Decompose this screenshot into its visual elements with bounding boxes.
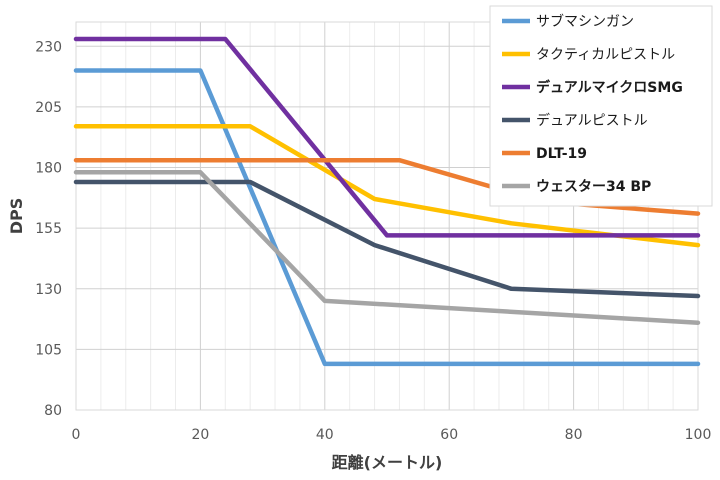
y-tick-label: 130 — [35, 282, 62, 298]
y-tick-label: 205 — [35, 100, 62, 116]
legend-label: タクティカルピストル — [536, 47, 675, 63]
legend-label: サブマシンガン — [536, 13, 634, 30]
y-tick-label: 155 — [35, 221, 62, 237]
series-line-5 — [73, 157, 701, 216]
series-line-4 — [73, 179, 701, 299]
y-tick-label: 105 — [35, 342, 62, 358]
legend-label: デュアルピストル — [536, 112, 648, 129]
y-tick-label: 230 — [35, 39, 62, 55]
series-line-3 — [73, 36, 701, 238]
x-tick-label: 40 — [316, 427, 334, 443]
series-line-6 — [73, 170, 701, 325]
legend-box — [489, 5, 713, 207]
x-axis-label: 距離(メートル) — [332, 453, 443, 472]
x-tick-label: 100 — [685, 427, 712, 443]
x-tick-label: 80 — [565, 427, 583, 443]
minor-gridlines — [100, 22, 674, 410]
series-line-2 — [73, 124, 701, 248]
x-tick-label: 0 — [72, 427, 81, 443]
legend-label: ウェスター34 BP — [536, 179, 651, 195]
y-axis-label: DPS — [7, 198, 26, 235]
legend-label: DLT-19 — [536, 146, 587, 162]
plot-border — [75, 21, 699, 411]
y-tick-label: 180 — [35, 161, 62, 177]
x-tick-labels: 0 20 40 60 80 100 — [72, 427, 712, 443]
x-tick-label: 20 — [191, 427, 209, 443]
x-tick-label: 60 — [440, 427, 458, 443]
series-line-1 — [73, 68, 701, 367]
legend-label: デュアルマイクロSMG — [536, 79, 683, 96]
y-tick-labels: 80 105 130 155 180 205 230 — [35, 39, 62, 419]
series-lines — [73, 36, 701, 367]
y-tick-label: 80 — [44, 403, 62, 419]
